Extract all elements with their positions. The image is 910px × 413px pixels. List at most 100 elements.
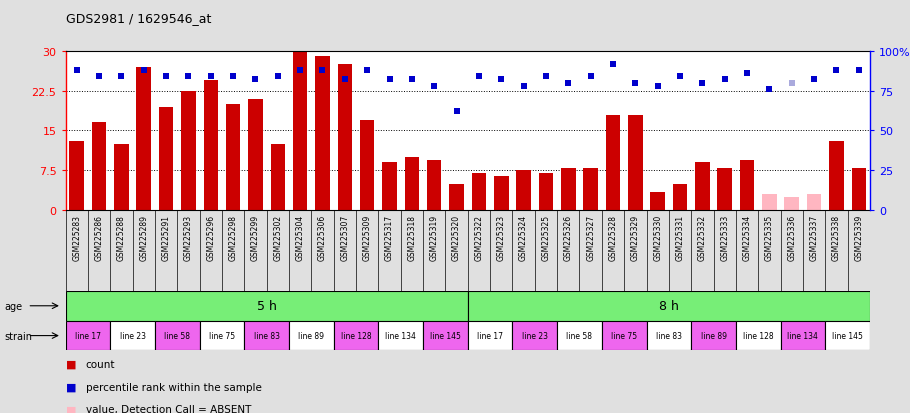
Bar [646, 321, 692, 351]
Text: ■: ■ [66, 359, 76, 369]
Bar [539, 173, 553, 211]
Bar [829, 142, 844, 211]
Text: age: age [5, 301, 23, 311]
Text: line 75: line 75 [612, 331, 637, 340]
Bar [807, 195, 822, 211]
Bar [561, 168, 575, 211]
Text: GSM225289: GSM225289 [139, 215, 148, 261]
Text: ■: ■ [66, 404, 76, 413]
Text: GSM225326: GSM225326 [564, 215, 572, 261]
Text: GSM225324: GSM225324 [519, 215, 528, 261]
Text: line 23: line 23 [119, 331, 146, 340]
Bar [155, 321, 199, 351]
Bar [379, 321, 423, 351]
Bar [423, 321, 468, 351]
Bar [244, 321, 289, 351]
Text: GSM225298: GSM225298 [228, 215, 238, 261]
Bar [557, 321, 602, 351]
Bar [360, 121, 374, 211]
Bar [512, 321, 557, 351]
Text: GSM225293: GSM225293 [184, 215, 193, 261]
Text: GSM225318: GSM225318 [408, 215, 417, 261]
Text: GSM225283: GSM225283 [72, 215, 81, 261]
Bar [468, 291, 870, 321]
Text: line 58: line 58 [566, 331, 592, 340]
Text: GSM225331: GSM225331 [675, 215, 684, 261]
Text: line 89: line 89 [701, 331, 726, 340]
Text: line 89: line 89 [298, 331, 324, 340]
Bar [66, 291, 468, 321]
Bar [204, 81, 218, 211]
Text: GSM225336: GSM225336 [787, 215, 796, 261]
Bar [450, 184, 464, 211]
Text: line 83: line 83 [656, 331, 682, 340]
Bar [69, 142, 84, 211]
Bar [736, 321, 781, 351]
Bar [136, 68, 151, 211]
Bar [66, 321, 110, 351]
Bar [825, 321, 870, 351]
Text: count: count [86, 359, 115, 369]
Text: line 145: line 145 [832, 331, 863, 340]
Bar [672, 184, 687, 211]
Text: GSM225319: GSM225319 [430, 215, 439, 261]
Text: GSM225320: GSM225320 [452, 215, 461, 261]
Text: line 134: line 134 [787, 331, 818, 340]
Text: GSM225317: GSM225317 [385, 215, 394, 261]
Text: line 83: line 83 [254, 331, 279, 340]
Text: GSM225332: GSM225332 [698, 215, 707, 261]
Bar [199, 321, 244, 351]
Bar [315, 57, 329, 211]
Text: GSM225286: GSM225286 [95, 215, 104, 261]
Text: GSM225304: GSM225304 [296, 215, 305, 261]
Text: GSM225323: GSM225323 [497, 215, 506, 261]
Bar [740, 160, 754, 211]
Text: 8 h: 8 h [659, 299, 679, 313]
Bar [293, 52, 308, 211]
Text: line 128: line 128 [743, 331, 774, 340]
Bar [784, 197, 799, 211]
Text: GSM225330: GSM225330 [653, 215, 662, 261]
Text: GSM225339: GSM225339 [854, 215, 864, 261]
Bar [692, 321, 736, 351]
Text: line 128: line 128 [340, 331, 371, 340]
Bar [781, 321, 825, 351]
Bar [468, 321, 512, 351]
Text: value, Detection Call = ABSENT: value, Detection Call = ABSENT [86, 404, 251, 413]
Text: GSM225306: GSM225306 [318, 215, 327, 261]
Bar [852, 168, 866, 211]
Bar [248, 100, 263, 211]
Bar [516, 171, 531, 211]
Text: GSM225299: GSM225299 [251, 215, 260, 261]
Bar [338, 65, 352, 211]
Text: ■: ■ [66, 382, 76, 392]
Text: GSM225334: GSM225334 [743, 215, 752, 261]
Text: line 58: line 58 [164, 331, 190, 340]
Text: GDS2981 / 1629546_at: GDS2981 / 1629546_at [66, 12, 211, 25]
Text: strain: strain [5, 331, 33, 341]
Bar [405, 158, 420, 211]
Text: GSM225337: GSM225337 [810, 215, 819, 261]
Text: line 17: line 17 [477, 331, 503, 340]
Bar [114, 145, 128, 211]
Bar [334, 321, 379, 351]
Text: line 23: line 23 [521, 331, 548, 340]
Bar [606, 115, 621, 211]
Text: line 17: line 17 [75, 331, 101, 340]
Bar [471, 173, 486, 211]
Bar [695, 163, 710, 211]
Text: GSM225296: GSM225296 [207, 215, 216, 261]
Text: GSM225333: GSM225333 [720, 215, 729, 261]
Bar [494, 176, 509, 211]
Bar [289, 321, 334, 351]
Bar [583, 168, 598, 211]
Text: GSM225322: GSM225322 [474, 215, 483, 261]
Bar [717, 168, 732, 211]
Text: GSM225335: GSM225335 [765, 215, 774, 261]
Bar [427, 160, 441, 211]
Text: GSM225309: GSM225309 [363, 215, 371, 261]
Text: GSM225329: GSM225329 [631, 215, 640, 261]
Text: percentile rank within the sample: percentile rank within the sample [86, 382, 261, 392]
Bar [628, 115, 642, 211]
Text: line 134: line 134 [385, 331, 416, 340]
